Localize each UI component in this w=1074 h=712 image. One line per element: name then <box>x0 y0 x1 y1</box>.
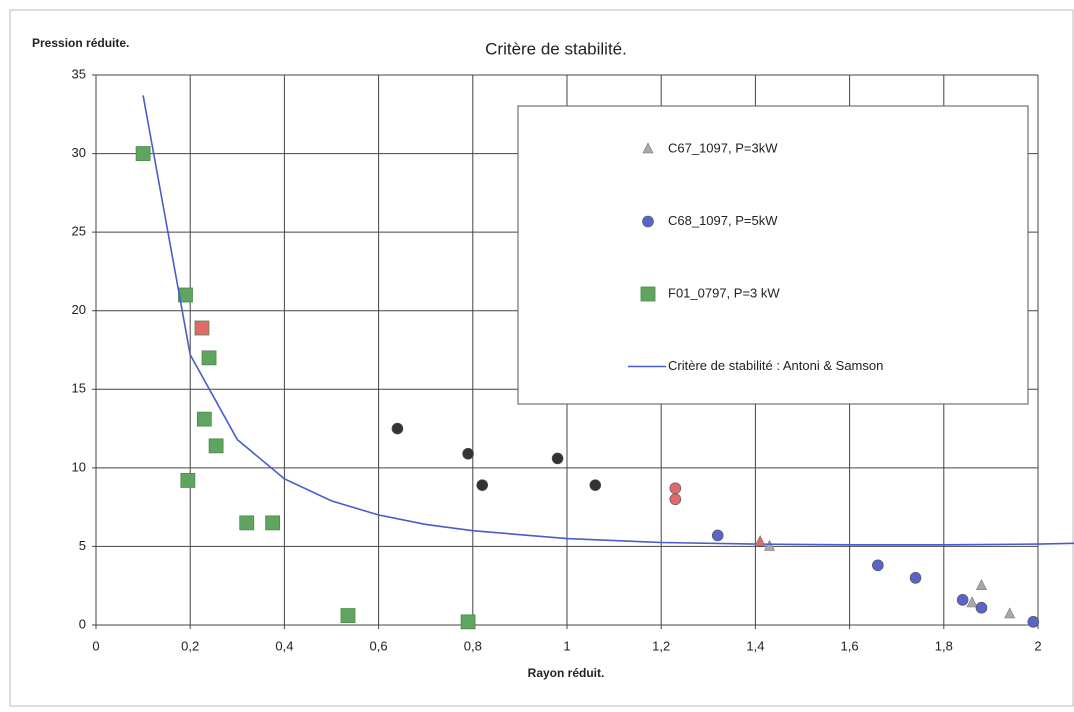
data-point <box>476 479 489 491</box>
data-point <box>669 493 682 506</box>
legend-symbol <box>642 215 654 228</box>
data-point <box>754 535 766 547</box>
x-tick-label: 0,6 <box>370 638 388 653</box>
data-point <box>975 601 988 614</box>
data-point <box>239 515 255 531</box>
data-point <box>201 350 217 366</box>
y-tick-label: 0 <box>79 616 86 631</box>
y-tick-label: 15 <box>72 381 86 396</box>
data-point <box>872 559 884 572</box>
legend-symbol <box>642 142 654 154</box>
data-point <box>196 411 212 427</box>
x-tick-label: 1,8 <box>935 638 953 653</box>
y-tick-label: 20 <box>72 302 86 317</box>
y-tick-label: 5 <box>79 538 86 553</box>
data-point <box>551 452 564 465</box>
data-point <box>711 529 724 542</box>
x-tick-label: 1,6 <box>841 638 859 653</box>
data-point <box>1027 616 1040 628</box>
y-tick-label: 35 <box>72 66 86 81</box>
data-point <box>764 539 776 551</box>
data-point <box>669 482 682 495</box>
y-tick-label: 30 <box>72 145 86 160</box>
data-point <box>391 422 404 435</box>
legend-label: F01_0797, P=3 kW <box>668 285 780 300</box>
legend-label: C67_1097, P=3kW <box>668 140 778 155</box>
data-point <box>340 608 356 623</box>
data-point <box>956 594 969 606</box>
data-point <box>909 572 922 584</box>
data-point <box>178 287 193 303</box>
x-tick-label: 1,4 <box>746 638 764 653</box>
data-point <box>265 515 281 531</box>
data-point <box>135 146 151 161</box>
legend-label: C68_1097, P=5kW <box>668 213 778 228</box>
data-point <box>208 438 224 454</box>
y-axis-label: Pression réduite. <box>32 36 129 50</box>
x-axis-label: Rayon réduit. <box>528 666 605 680</box>
criterion-line <box>142 95 1074 546</box>
x-tick-label: 1,2 <box>652 638 670 653</box>
y-tick-label: 25 <box>72 224 86 239</box>
data-point <box>975 579 987 591</box>
legend-label: Critère de stabilité : Antoni & Samson <box>668 358 883 373</box>
chart-title: Critère de stabilité. <box>485 39 627 58</box>
legend-box <box>517 105 1029 405</box>
data-point <box>1004 607 1016 619</box>
x-tick-label: 0,2 <box>181 638 199 653</box>
data-point <box>180 473 196 488</box>
legend-symbol <box>640 286 656 302</box>
data-point <box>460 614 476 630</box>
x-tick-label: 0,8 <box>464 638 482 653</box>
x-tick-label: 1 <box>563 638 570 653</box>
x-tick-label: 0 <box>92 638 99 653</box>
x-tick-label: 0,4 <box>275 638 293 653</box>
y-tick-label: 10 <box>72 459 86 474</box>
data-point <box>194 320 210 336</box>
x-tick-label: 2 <box>1034 638 1041 653</box>
data-point <box>589 479 602 491</box>
data-point <box>462 447 474 460</box>
data-point <box>966 596 978 608</box>
